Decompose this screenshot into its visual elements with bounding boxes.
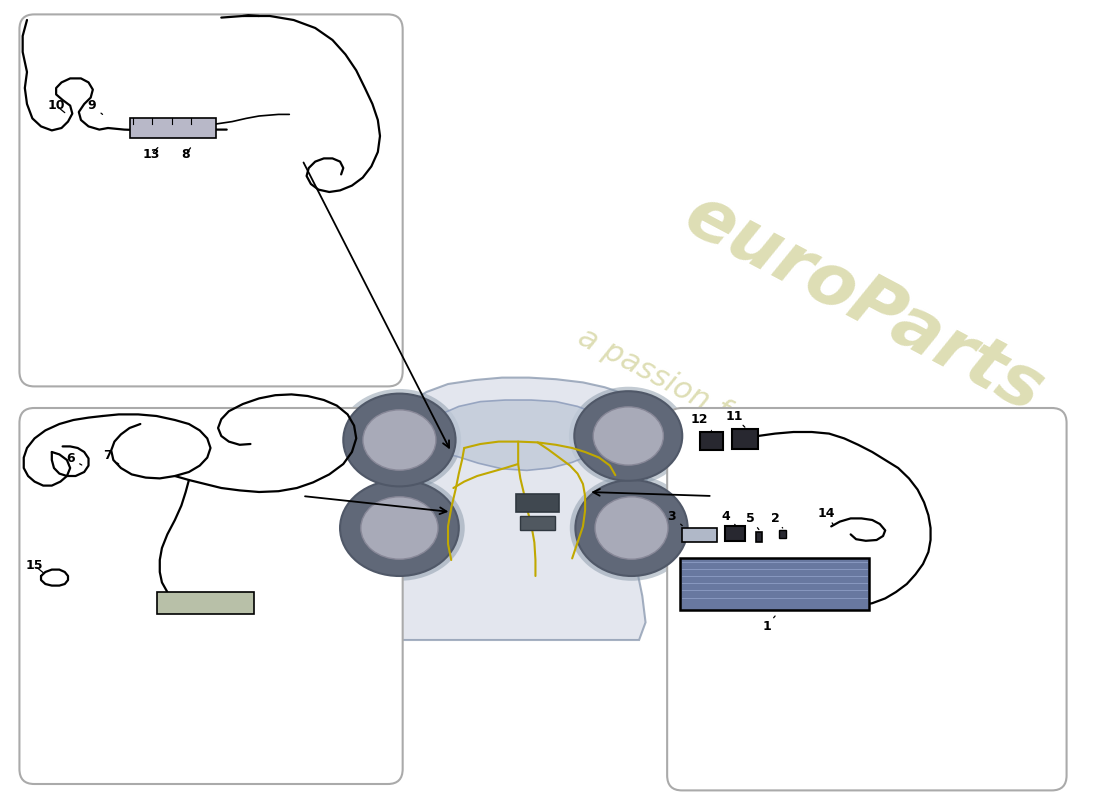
Polygon shape <box>419 400 607 470</box>
Ellipse shape <box>343 394 455 486</box>
Text: 13: 13 <box>142 147 160 161</box>
Text: 6: 6 <box>66 452 81 465</box>
Ellipse shape <box>569 386 688 486</box>
Text: euroParts: euroParts <box>673 181 1055 427</box>
Text: 1: 1 <box>762 616 776 633</box>
Bar <box>756 532 762 542</box>
Text: 5: 5 <box>746 512 759 530</box>
Text: a passion for cars since 1985: a passion for cars since 1985 <box>573 322 981 558</box>
Bar <box>516 494 559 512</box>
Text: 3: 3 <box>668 510 682 526</box>
Ellipse shape <box>363 410 436 470</box>
Text: 11: 11 <box>725 410 745 427</box>
Text: 15: 15 <box>25 559 43 573</box>
FancyBboxPatch shape <box>668 408 1067 790</box>
Bar <box>682 528 717 542</box>
Ellipse shape <box>338 389 461 491</box>
Text: 10: 10 <box>47 99 65 113</box>
Ellipse shape <box>595 497 668 559</box>
Ellipse shape <box>574 391 682 481</box>
Text: 2: 2 <box>771 512 783 528</box>
Ellipse shape <box>361 497 438 559</box>
Text: 14: 14 <box>817 507 835 525</box>
Bar <box>700 432 724 450</box>
Ellipse shape <box>593 407 663 465</box>
Bar <box>780 530 785 538</box>
Text: 8: 8 <box>182 148 190 161</box>
Polygon shape <box>365 378 659 640</box>
Bar <box>732 429 758 449</box>
Text: 9: 9 <box>87 99 102 114</box>
Text: 4: 4 <box>722 510 735 525</box>
FancyBboxPatch shape <box>20 408 403 784</box>
Ellipse shape <box>575 480 688 576</box>
Bar <box>156 592 254 614</box>
Bar <box>130 118 216 138</box>
Bar <box>520 516 554 530</box>
Bar <box>725 526 745 541</box>
Ellipse shape <box>570 475 693 581</box>
Text: 7: 7 <box>103 450 119 464</box>
Text: 12: 12 <box>691 413 712 430</box>
FancyBboxPatch shape <box>20 14 403 386</box>
Ellipse shape <box>334 475 464 581</box>
Ellipse shape <box>340 480 459 576</box>
Bar <box>680 558 869 610</box>
